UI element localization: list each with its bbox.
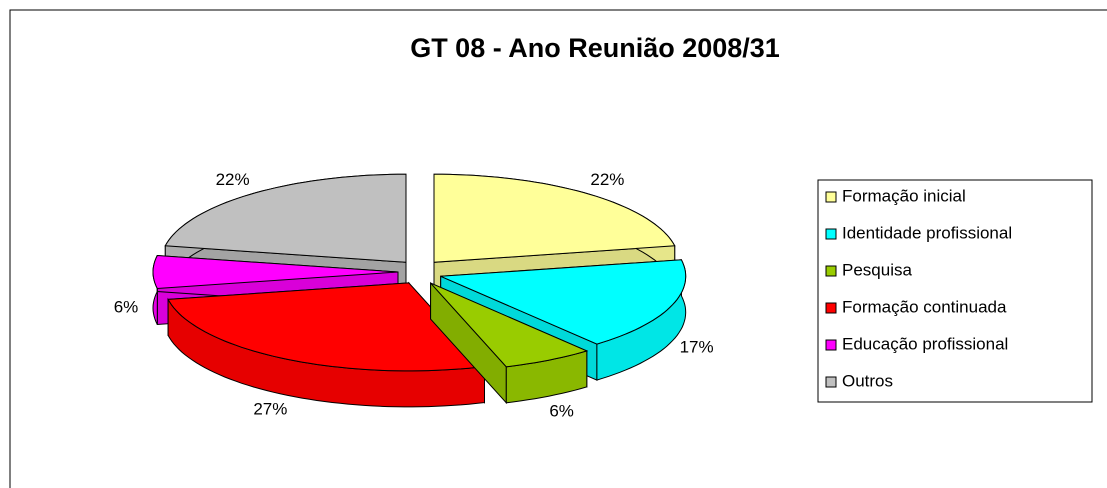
pie xyxy=(152,173,687,408)
legend-box xyxy=(817,179,1093,403)
slice-top xyxy=(440,259,687,345)
data-label: 17% xyxy=(680,338,714,357)
legend-swatch xyxy=(825,228,837,240)
legend-swatch xyxy=(825,265,837,277)
chart-title: GT 08 - Ano Reunião 2008/31 xyxy=(410,33,780,63)
slice-top xyxy=(430,282,589,368)
slice-top xyxy=(167,282,486,372)
data-label: 22% xyxy=(590,170,624,189)
legend-swatch xyxy=(825,191,837,203)
legend-label: Formação continuada xyxy=(842,297,1007,316)
slice-top xyxy=(152,254,399,290)
slice xyxy=(167,281,486,408)
data-label: 27% xyxy=(253,400,287,419)
data-label: 6% xyxy=(114,297,139,316)
data-label: 6% xyxy=(549,402,574,421)
legend-label: Formação inicial xyxy=(842,186,966,205)
legend-label: Educação profissional xyxy=(842,334,1008,353)
legend-swatch xyxy=(825,339,837,351)
slice xyxy=(430,281,589,405)
legend-swatch xyxy=(825,376,837,388)
data-label: 22% xyxy=(216,170,250,189)
slice-top xyxy=(433,173,676,263)
legend-label: Identidade profissional xyxy=(842,223,1012,242)
legend-label: Outros xyxy=(842,371,893,390)
legend-swatch xyxy=(825,302,837,314)
chart-border xyxy=(9,9,1107,488)
slice-top xyxy=(164,173,407,263)
legend-label: Pesquisa xyxy=(842,260,912,279)
